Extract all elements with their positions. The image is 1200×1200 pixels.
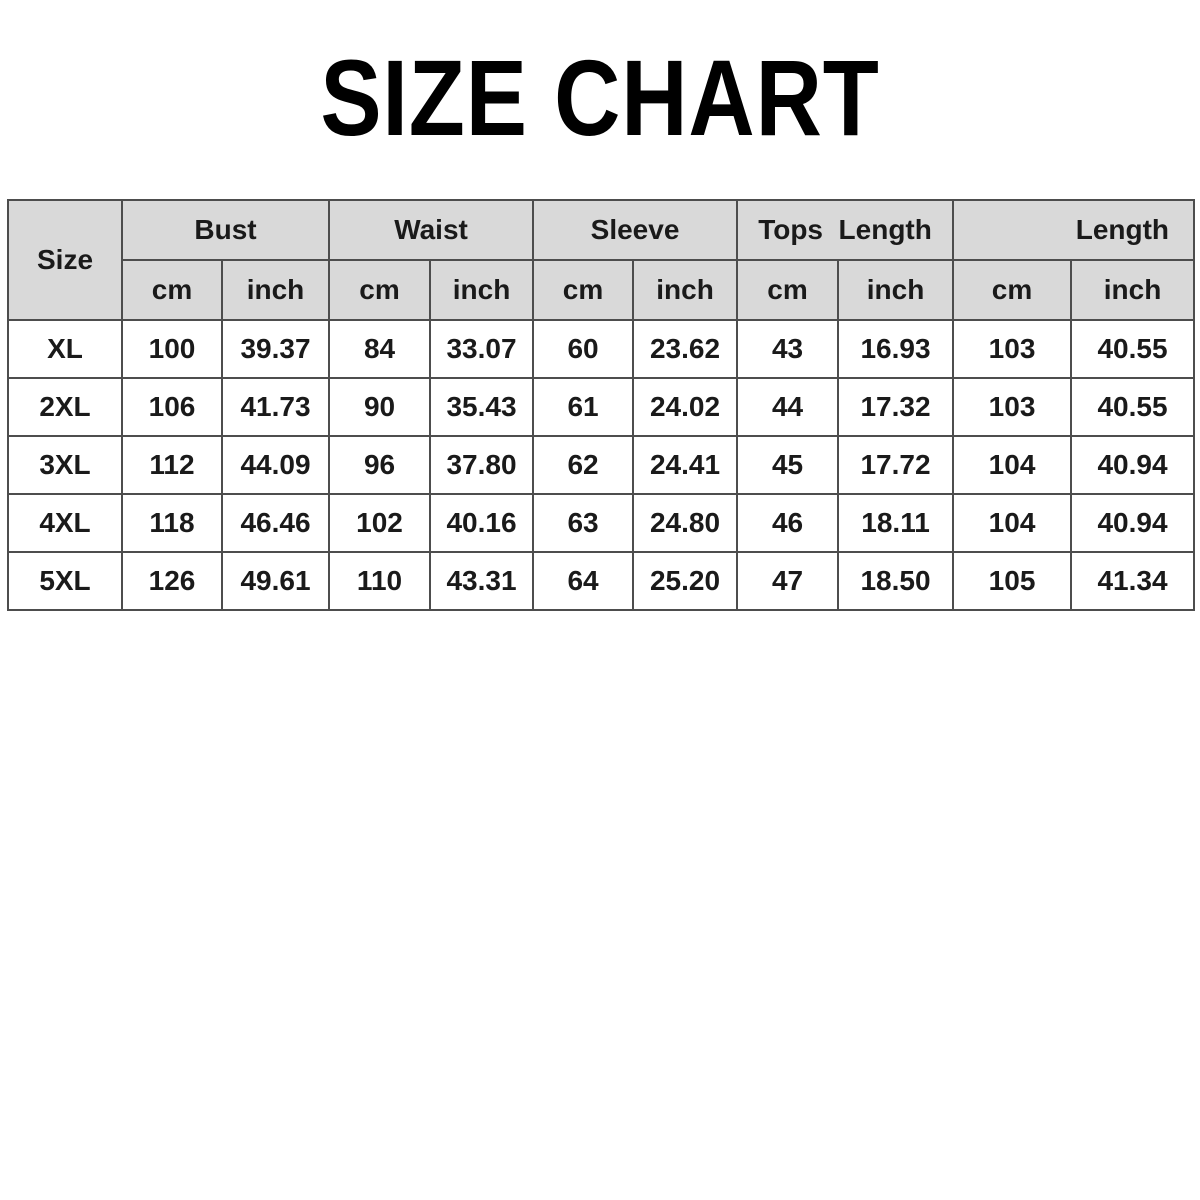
- value-cell: 44.09: [220, 435, 331, 495]
- value-cell: 60: [532, 319, 635, 379]
- table-row: 3XL 112 44.09 96 37.80 62 24.41 45 17.72 104 40.94: [7, 435, 1196, 495]
- value-cell: 39.37: [220, 319, 331, 379]
- value-cell: 105: [952, 551, 1073, 611]
- value-cell: 110: [328, 551, 432, 611]
- unit-header: inch: [220, 259, 331, 321]
- value-cell: 24.41: [632, 435, 739, 495]
- table-row: 2XL 106 41.73 90 35.43 61 24.02 44 17.32 103 40.55: [7, 377, 1196, 437]
- value-cell: 41.73: [220, 377, 331, 437]
- size-cell: 2XL: [7, 377, 123, 437]
- value-cell: 24.80: [632, 493, 739, 553]
- value-cell: 41.34: [1070, 551, 1196, 611]
- unit-header: cm: [736, 259, 840, 321]
- unit-header-row: cm inch cm inch cm inch cm inch cm inch: [8, 259, 1196, 321]
- value-cell: 106: [121, 377, 223, 437]
- group-header-length: Length: [952, 199, 1196, 261]
- value-cell: 40.16: [429, 493, 535, 553]
- size-cell: 4XL: [7, 493, 123, 553]
- value-cell: 104: [952, 493, 1073, 553]
- size-cell: 3XL: [7, 435, 123, 495]
- unit-header: cm: [952, 259, 1073, 321]
- size-cell: XL: [7, 319, 123, 379]
- value-cell: 16.93: [837, 319, 955, 379]
- value-cell: 84: [328, 319, 432, 379]
- value-cell: 18.11: [837, 493, 955, 553]
- size-header: Size: [7, 199, 123, 321]
- value-cell: 63: [532, 493, 635, 553]
- value-cell: 46: [736, 493, 840, 553]
- value-cell: 40.94: [1070, 435, 1196, 495]
- value-cell: 18.50: [837, 551, 955, 611]
- page-title: SIZE CHART: [320, 37, 880, 158]
- value-cell: 24.02: [632, 377, 739, 437]
- value-cell: 47: [736, 551, 840, 611]
- value-cell: 17.72: [837, 435, 955, 495]
- value-cell: 103: [952, 319, 1073, 379]
- value-cell: 118: [121, 493, 223, 553]
- value-cell: 112: [121, 435, 223, 495]
- value-cell: 62: [532, 435, 635, 495]
- value-cell: 37.80: [429, 435, 535, 495]
- value-cell: 40.55: [1070, 377, 1196, 437]
- value-cell: 25.20: [632, 551, 739, 611]
- group-header-tops-length: Tops Length: [736, 199, 955, 261]
- value-cell: 104: [952, 435, 1073, 495]
- unit-header: inch: [429, 259, 535, 321]
- value-cell: 46.46: [220, 493, 331, 553]
- group-header-sleeve: Sleeve: [532, 199, 739, 261]
- unit-header: cm: [328, 259, 432, 321]
- value-cell: 17.32: [837, 377, 955, 437]
- unit-header: inch: [1070, 259, 1196, 321]
- unit-header: cm: [532, 259, 635, 321]
- value-cell: 33.07: [429, 319, 535, 379]
- unit-header: inch: [837, 259, 955, 321]
- value-cell: 126: [121, 551, 223, 611]
- value-cell: 61: [532, 377, 635, 437]
- value-cell: 40.94: [1070, 493, 1196, 553]
- value-cell: 35.43: [429, 377, 535, 437]
- unit-header: inch: [632, 259, 739, 321]
- size-chart-table: Size Bust Waist Sleeve Tops Length Lengt…: [7, 199, 1196, 611]
- table-row: 4XL 118 46.46 102 40.16 63 24.80 46 18.11 104 40.9…: [7, 493, 1196, 553]
- value-cell: 40.55: [1070, 319, 1196, 379]
- table-row: XL 100 39.37 84 33.07 60 23.62 43 16.93 103 40.55: [7, 319, 1196, 379]
- value-cell: 43.31: [429, 551, 535, 611]
- value-cell: 43: [736, 319, 840, 379]
- value-cell: 100: [121, 319, 223, 379]
- value-cell: 103: [952, 377, 1073, 437]
- value-cell: 96: [328, 435, 432, 495]
- value-cell: 45: [736, 435, 840, 495]
- value-cell: 44: [736, 377, 840, 437]
- group-header-row: Size Bust Waist Sleeve Tops Length Lengt…: [7, 199, 1196, 321]
- size-cell: 5XL: [7, 551, 123, 611]
- value-cell: 90: [328, 377, 432, 437]
- group-header-bust: Bust: [120, 199, 331, 261]
- unit-header: cm: [121, 259, 223, 321]
- value-cell: 102: [328, 493, 432, 553]
- value-cell: 23.62: [632, 319, 739, 379]
- value-cell: 64: [532, 551, 635, 611]
- group-header-waist: Waist: [328, 199, 535, 261]
- table-row: 5XL 126 49.61 110 43.31 64 25.20 47 18.50 105 41.3…: [7, 551, 1196, 611]
- value-cell: 49.61: [220, 551, 331, 611]
